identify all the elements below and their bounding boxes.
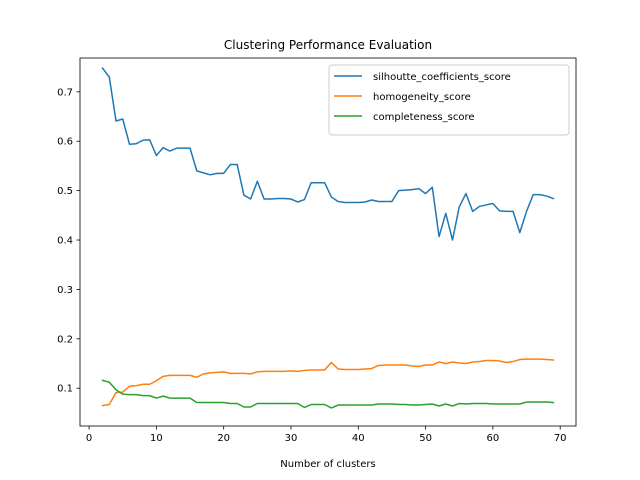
y-tick-label: 0.2 bbox=[57, 334, 73, 345]
series-line-completeness-score bbox=[101, 379, 555, 409]
y-tick-label: 0.4 bbox=[57, 236, 73, 247]
y-tick-label: 0.3 bbox=[57, 285, 73, 296]
y-tick-label: 0.6 bbox=[57, 137, 73, 148]
legend-label-homogeneity-score: homogeneity_score bbox=[373, 92, 471, 103]
y-tick-label: 0.1 bbox=[57, 384, 73, 395]
legend-box bbox=[328, 64, 570, 136]
x-tick-label: 50 bbox=[419, 433, 432, 444]
x-tick-label: 10 bbox=[150, 433, 163, 444]
x-tick-label: 30 bbox=[285, 433, 298, 444]
chart-title: Clustering Performance Evaluation bbox=[224, 38, 432, 52]
legend-label-silhoutte-coefficients-score: silhoutte_coefficients_score bbox=[373, 72, 511, 83]
x-tick-label: 60 bbox=[487, 433, 500, 444]
legend: silhoutte_coefficients_score homogeneity_… bbox=[328, 64, 570, 136]
x-axis: 0 10 20 30 40 50 60 70 bbox=[86, 426, 567, 444]
y-axis: 0.1 0.2 0.3 0.4 0.5 0.6 0.7 bbox=[57, 87, 80, 395]
x-tick-label: 70 bbox=[554, 433, 567, 444]
y-tick-label: 0.7 bbox=[57, 87, 73, 98]
x-tick-label: 20 bbox=[217, 433, 230, 444]
series-line-homogeneity-score bbox=[101, 358, 555, 407]
legend-label-completeness-score: completeness_score bbox=[373, 112, 475, 123]
x-tick-label: 40 bbox=[352, 433, 365, 444]
plot-lines bbox=[101, 67, 555, 409]
y-tick-label: 0.5 bbox=[57, 186, 73, 197]
x-axis-label: Number of clusters bbox=[280, 459, 375, 470]
x-tick-label: 0 bbox=[86, 433, 92, 444]
series-line-silhoutte-coefficients-score bbox=[101, 67, 555, 241]
plot-frame bbox=[79, 57, 577, 427]
